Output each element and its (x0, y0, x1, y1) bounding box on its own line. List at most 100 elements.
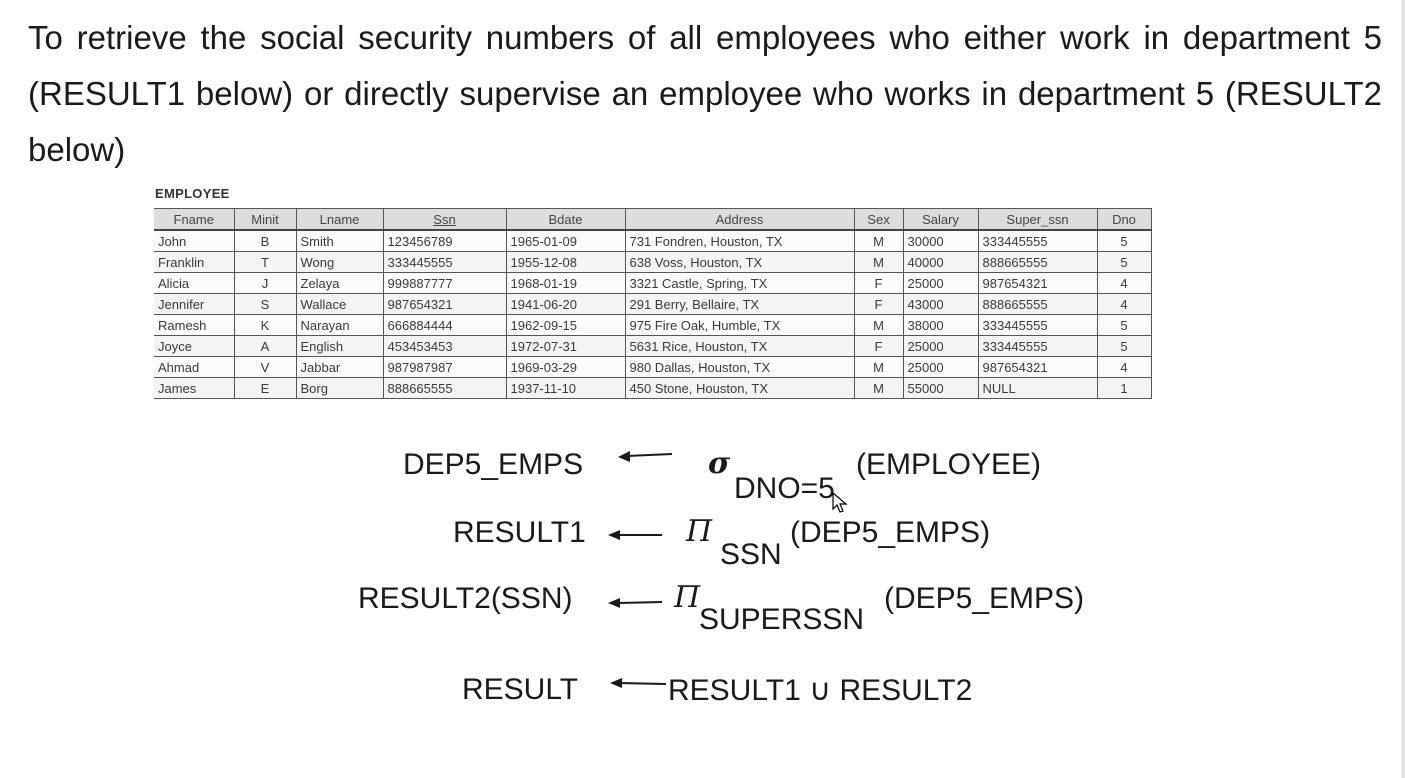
cell-sex: M (853, 229, 904, 252)
mouse-cursor-icon (832, 492, 848, 513)
cell-sex: F (853, 293, 904, 315)
cell-super-ssn: 888665555 (977, 293, 1098, 315)
table-row: Joyce A English 453453453 1972-07-31 5631 Ric… (154, 335, 1152, 357)
cell-bdate: 1955-12-08 (505, 251, 626, 273)
select-condition: DNO=5 (734, 472, 835, 505)
result1-label: RESULT1 (453, 516, 586, 549)
cell-super-ssn: 987654321 (977, 356, 1098, 378)
cell-bdate: 1965-01-09 (505, 229, 626, 252)
cell-sex: M (853, 377, 904, 399)
cell-fname: James (154, 377, 235, 399)
cell-lname: Jabbar (295, 356, 384, 378)
cell-salary: 25000 (902, 356, 979, 378)
cell-dno: 5 (1096, 229, 1152, 252)
cell-super-ssn: NULL (977, 377, 1098, 399)
assign-arrow-icon (618, 451, 673, 462)
assign-arrow-icon (608, 598, 663, 608)
cell-address: 731 Fondren, Houston, TX (624, 229, 855, 252)
cell-sex: F (853, 335, 904, 357)
table-row: James E Borg 888665555 1937-11-10 450 Stone, … (154, 377, 1152, 399)
cell-sex: M (853, 356, 904, 378)
cell-address: 980 Dallas, Houston, TX (624, 356, 855, 378)
col-header-minit: Minit (233, 208, 297, 231)
cell-address: 975 Fire Oak, Humble, TX (624, 314, 855, 336)
select-relation: (EMPLOYEE) (856, 448, 1042, 481)
cell-ssn: 123456789 (382, 229, 507, 252)
cell-sex: M (853, 314, 904, 336)
cell-bdate: 1968-01-19 (505, 272, 626, 294)
col-header-fname: Fname (154, 208, 235, 231)
project-attributes-ssn: SSN (720, 538, 782, 571)
cell-sex: F (853, 272, 904, 294)
cell-salary: 40000 (902, 251, 979, 273)
cell-salary: 55000 (902, 377, 979, 399)
scrollbar-edge[interactable] (1401, 0, 1405, 778)
employee-table: Fname Minit Lname Ssn Bdate Address Sex … (154, 208, 1152, 399)
col-header-dno: Dno (1096, 208, 1152, 231)
cell-ssn: 987654321 (382, 293, 507, 315)
cell-lname: Wong (295, 251, 384, 273)
cell-bdate: 1941-06-20 (505, 293, 626, 315)
cell-lname: Narayan (295, 314, 384, 336)
cell-address: 3321 Castle, Spring, TX (624, 272, 855, 294)
cell-ssn: 999887777 (382, 272, 507, 294)
col-header-salary: Salary (902, 208, 979, 231)
cell-fname: Alicia (154, 272, 235, 294)
col-header-sex: Sex (853, 208, 904, 231)
col-header-address: Address (624, 208, 855, 231)
cell-address: 638 Voss, Houston, TX (624, 251, 855, 273)
employee-table-header-row: Fname Minit Lname Ssn Bdate Address Sex … (154, 208, 1152, 231)
table-row: Franklin T Wong 333445555 1955-12-08 638 Voss… (154, 251, 1152, 273)
col-header-bdate: Bdate (505, 208, 626, 231)
cell-minit: A (233, 335, 297, 357)
cell-minit: T (233, 251, 297, 273)
cell-lname: Wallace (295, 293, 384, 315)
assign-arrow-icon (608, 530, 662, 540)
cell-fname: Joyce (154, 335, 235, 357)
cell-salary: 43000 (902, 293, 979, 315)
cell-address: 450 Stone, Houston, TX (624, 377, 855, 399)
project-pi-icon: Π (674, 580, 701, 615)
intro-paragraph: To retrieve the social security numbers … (28, 19, 1382, 168)
select-sigma-icon: σ (708, 446, 731, 481)
table-row: John B Smith 123456789 1965-01-09 731 Fondren… (154, 229, 1152, 252)
cell-fname: Ramesh (154, 314, 235, 336)
cell-salary: 38000 (902, 314, 979, 336)
cell-ssn: 666884444 (382, 314, 507, 336)
cell-address: 5631 Rice, Houston, TX (624, 335, 855, 357)
cell-minit: V (233, 356, 297, 378)
table-row: Ramesh K Narayan 666884444 1962-09-15 975 Fir… (154, 314, 1152, 336)
result-label: RESULT (462, 673, 579, 706)
dep5-emps-label: DEP5_EMPS (403, 448, 584, 481)
cell-minit: K (233, 314, 297, 336)
cell-dno: 4 (1096, 272, 1152, 294)
project-relation: (DEP5_EMPS) (790, 516, 991, 549)
table-row: Alicia J Zelaya 999887777 1968-01-19 3321 Cas… (154, 272, 1152, 294)
cell-lname: Borg (295, 377, 384, 399)
cell-bdate: 1969-03-29 (505, 356, 626, 378)
project-attributes-superssn: SUPERSSN (699, 603, 865, 636)
cell-sex: M (853, 251, 904, 273)
cell-fname: Franklin (154, 251, 235, 273)
cell-dno: 5 (1096, 314, 1152, 336)
col-header-super-ssn: Super_ssn (977, 208, 1098, 231)
table-row: Jennifer S Wallace 987654321 1941-06-20 291 B… (154, 293, 1152, 315)
cell-lname: English (295, 335, 384, 357)
cell-minit: B (233, 229, 297, 252)
cell-dno: 5 (1096, 251, 1152, 273)
cell-address: 291 Berry, Bellaire, TX (624, 293, 855, 315)
cell-bdate: 1962-09-15 (505, 314, 626, 336)
project-relation: (DEP5_EMPS) (884, 582, 1085, 615)
cell-ssn: 333445555 (382, 251, 507, 273)
assign-arrow-icon (610, 678, 666, 688)
cell-ssn: 453453453 (382, 335, 507, 357)
cell-salary: 25000 (902, 272, 979, 294)
cell-bdate: 1937-11-10 (505, 377, 626, 399)
cell-salary: 30000 (902, 229, 979, 252)
cell-super-ssn: 333445555 (977, 229, 1098, 252)
cell-dno: 5 (1096, 335, 1152, 357)
project-pi-icon: Π (686, 514, 713, 549)
cell-bdate: 1972-07-31 (505, 335, 626, 357)
cell-super-ssn: 333445555 (977, 314, 1098, 336)
cell-fname: Jennifer (154, 293, 235, 315)
